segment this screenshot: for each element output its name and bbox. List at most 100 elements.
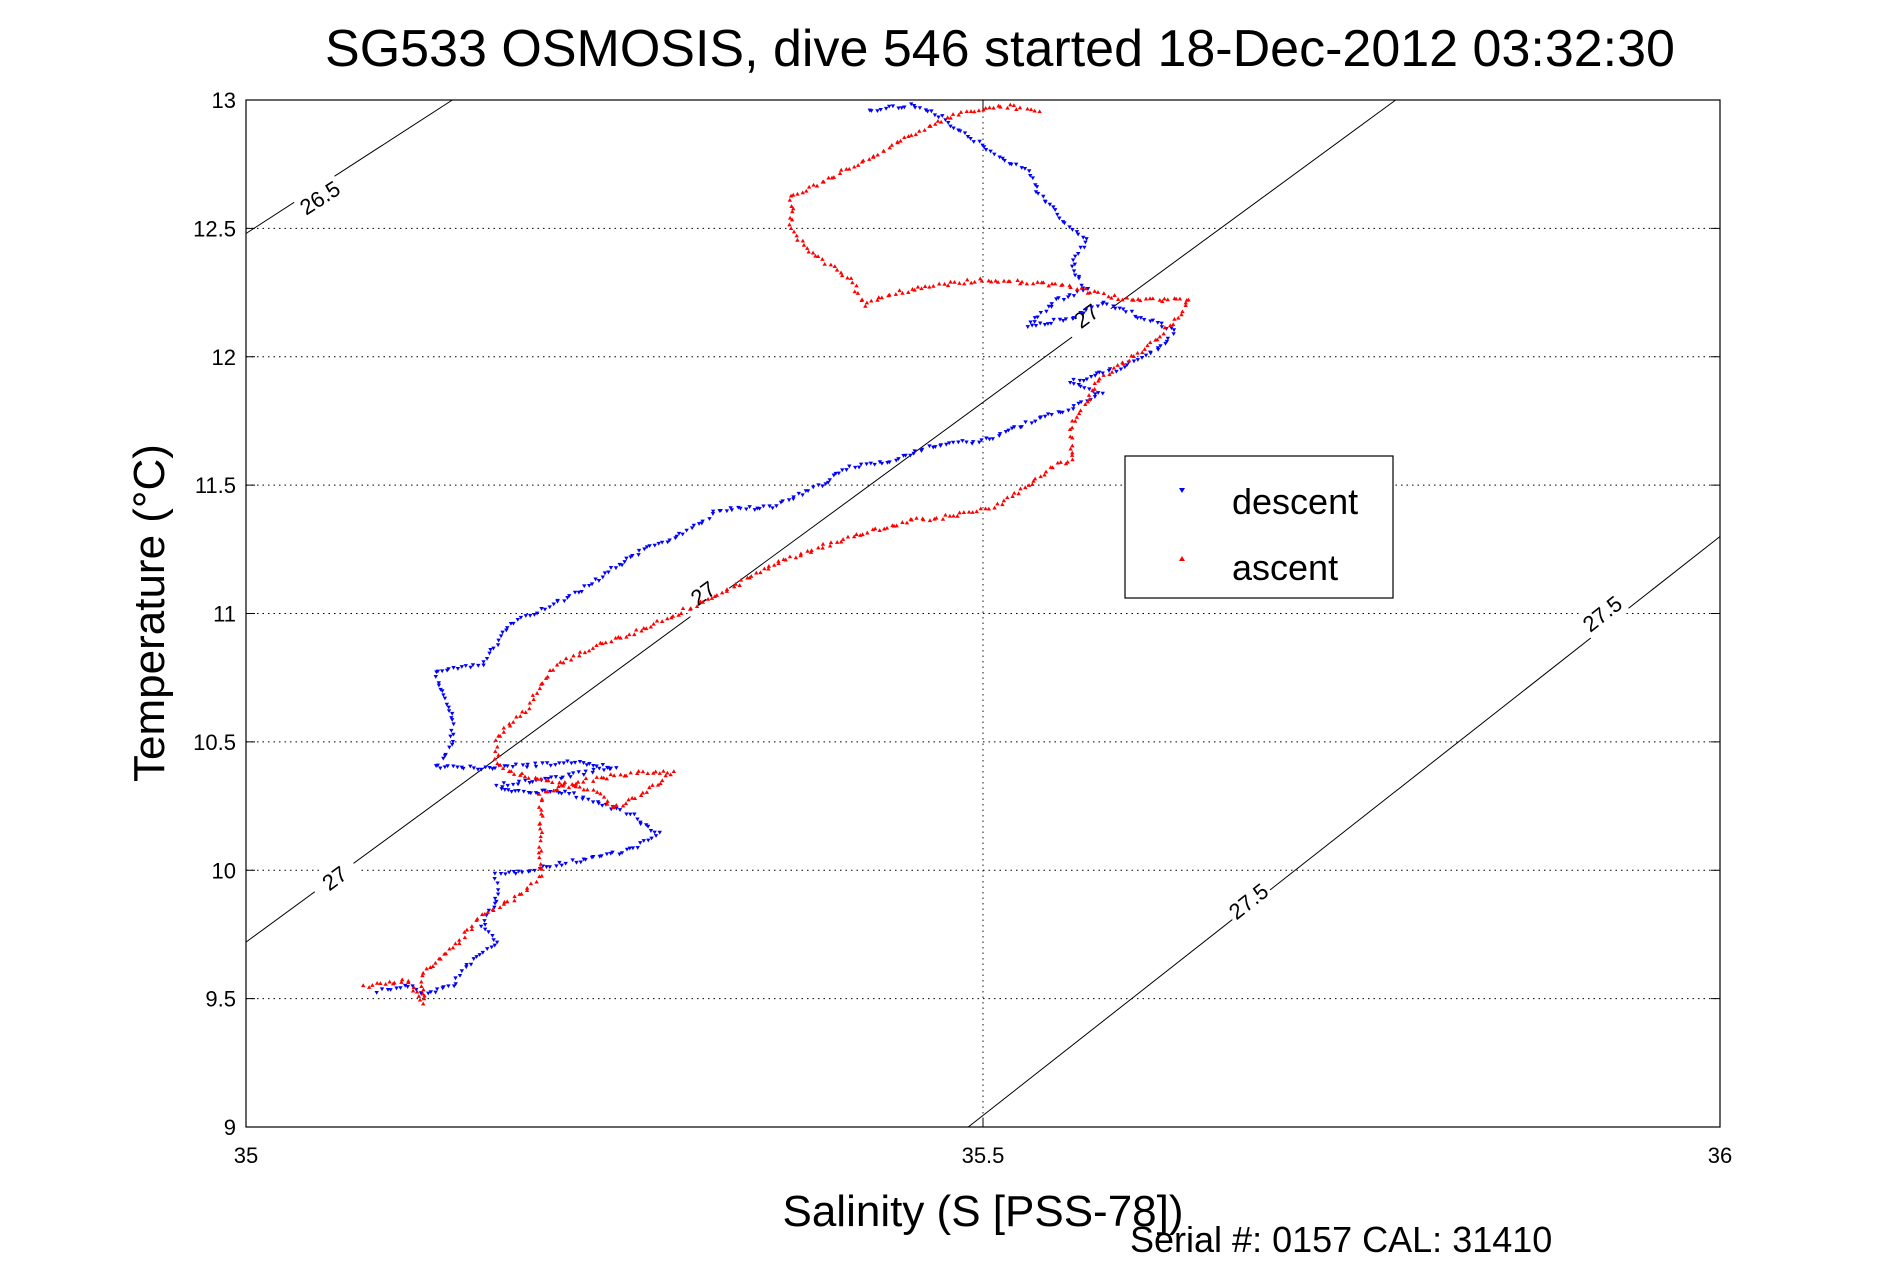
ascent-point	[816, 545, 821, 550]
ascent-point	[497, 905, 503, 910]
ascent-point	[1096, 378, 1101, 383]
descent-point	[379, 987, 385, 992]
ascent-point	[791, 192, 796, 197]
ascent-point	[986, 506, 992, 511]
ascent-point	[762, 566, 767, 571]
ascent-point	[947, 513, 953, 518]
ascent-point	[867, 157, 872, 161]
chart-title: SG533 OSMOSIS, dive 546 started 18-Dec-2…	[325, 20, 1675, 78]
descent-point	[435, 763, 440, 768]
descent-point	[630, 846, 636, 851]
descent-point	[971, 140, 976, 144]
ascent-point	[482, 911, 488, 916]
ascent-point	[875, 152, 880, 157]
descent-point	[1087, 387, 1092, 392]
descent-point	[1107, 367, 1113, 372]
ascent-point	[1124, 295, 1130, 300]
descent-point	[509, 789, 514, 794]
descent-point	[1035, 315, 1040, 320]
ascent-point	[791, 229, 797, 234]
descent-point	[428, 990, 434, 995]
descent-point	[520, 763, 526, 768]
ascent-point	[538, 776, 544, 781]
x-axis-label: Salinity (S [PSS-78])	[782, 1187, 1183, 1236]
ascent-point	[420, 1001, 426, 1006]
ascent-point	[1078, 408, 1083, 413]
descent-point	[527, 613, 533, 618]
ascent-point	[561, 660, 566, 665]
descent-point	[468, 665, 473, 670]
ascent-point	[594, 775, 599, 779]
descent-point	[1054, 297, 1059, 302]
descent-point	[617, 852, 622, 857]
descent-point	[710, 509, 716, 514]
ascent-point	[680, 606, 686, 610]
descent-point	[516, 869, 521, 874]
ascent-point	[917, 128, 922, 133]
descent-point	[960, 439, 965, 443]
descent-point	[707, 517, 712, 521]
descent-point	[491, 938, 496, 943]
descent-point	[1135, 358, 1141, 362]
descent-point	[451, 732, 456, 737]
descent-point	[489, 945, 494, 950]
ascent-point	[855, 163, 861, 167]
descent-point	[1083, 240, 1088, 245]
ascent-point	[1148, 340, 1153, 345]
descent-point	[583, 857, 588, 862]
descent-point	[480, 950, 486, 955]
ascent-point	[877, 528, 882, 533]
descent-point	[486, 930, 491, 935]
ascent-point	[523, 710, 528, 714]
ascent-point	[581, 779, 586, 784]
descent-point	[1033, 190, 1039, 195]
ascent-point	[493, 749, 498, 754]
descent-point	[899, 106, 904, 111]
series-layer	[360, 102, 1191, 1006]
descent-point	[490, 767, 495, 771]
ascent-point	[970, 510, 975, 514]
descent-point	[1071, 377, 1076, 382]
descent-point	[638, 822, 643, 827]
ascent-point	[457, 941, 462, 946]
descent-point	[446, 709, 452, 714]
descent-point	[1028, 320, 1033, 325]
descent-point	[595, 800, 601, 805]
ascent-point	[1031, 478, 1036, 483]
descent-point	[1032, 316, 1038, 320]
descent-point	[1171, 328, 1177, 333]
ascent-point	[634, 627, 639, 632]
descent-point	[856, 465, 862, 470]
ascent-point	[801, 242, 807, 247]
descent-point	[1067, 293, 1072, 298]
ascent-point	[732, 584, 737, 589]
y-tick-label: 10.5	[193, 730, 236, 755]
ascent-point	[609, 639, 614, 644]
ascent-point	[507, 723, 513, 728]
descent-point	[487, 651, 492, 656]
ascent-point	[598, 791, 603, 796]
descent-point	[594, 764, 599, 769]
ascent-point	[1025, 106, 1030, 111]
ascent-point	[1106, 294, 1111, 299]
descent-point	[1104, 302, 1109, 307]
ascent-point	[834, 267, 840, 272]
ascent-point	[420, 973, 425, 978]
ascent-point	[966, 509, 972, 514]
descent-point	[1049, 412, 1054, 417]
descent-point	[498, 634, 504, 639]
ascent-point	[859, 297, 865, 302]
ascent-point	[566, 785, 572, 790]
descent-point	[728, 506, 733, 511]
ascent-point	[591, 787, 596, 792]
ascent-point	[1121, 361, 1126, 366]
descent-point	[1028, 174, 1033, 178]
descent-point	[455, 765, 460, 770]
descent-point	[1124, 363, 1130, 368]
descent-point	[622, 560, 627, 564]
contour-label-bg	[291, 172, 348, 223]
y-axis-ticks: 9 9.5 10 10.5 11 11.5 12 12.5 13	[193, 88, 1720, 1140]
descent-point	[445, 764, 450, 769]
ascent-point	[804, 188, 809, 193]
ascent-point	[438, 956, 443, 961]
